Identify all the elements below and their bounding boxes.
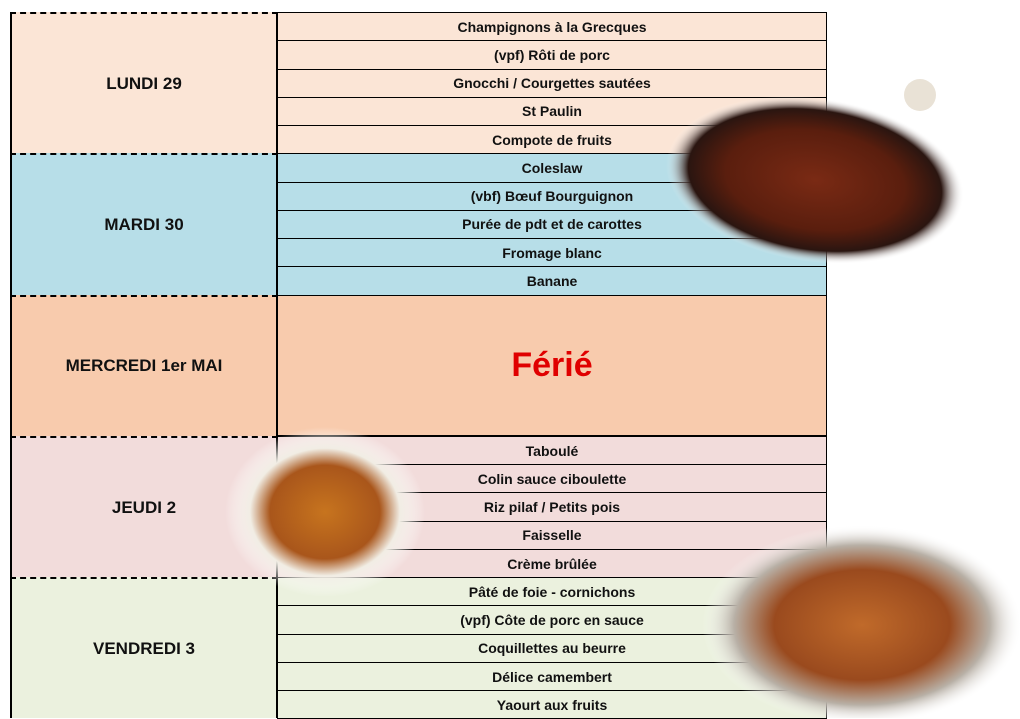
creme-brulee-photo <box>225 427 425 597</box>
menu-item: Champignons à la Grecques <box>277 12 827 42</box>
day-label: MARDI 30 <box>10 153 278 295</box>
stew-photo <box>666 96 964 264</box>
day-label: MERCREDI 1er MAI <box>10 294 278 436</box>
menu-item: Yaourt aux fruits <box>277 690 827 719</box>
pork-chop-photo <box>702 525 1020 718</box>
day-label: LUNDI 29 <box>10 12 278 154</box>
menu-item: (vpf) Rôti de porc <box>277 40 827 70</box>
holiday-note: Férié <box>277 294 827 436</box>
garlic <box>904 79 936 111</box>
